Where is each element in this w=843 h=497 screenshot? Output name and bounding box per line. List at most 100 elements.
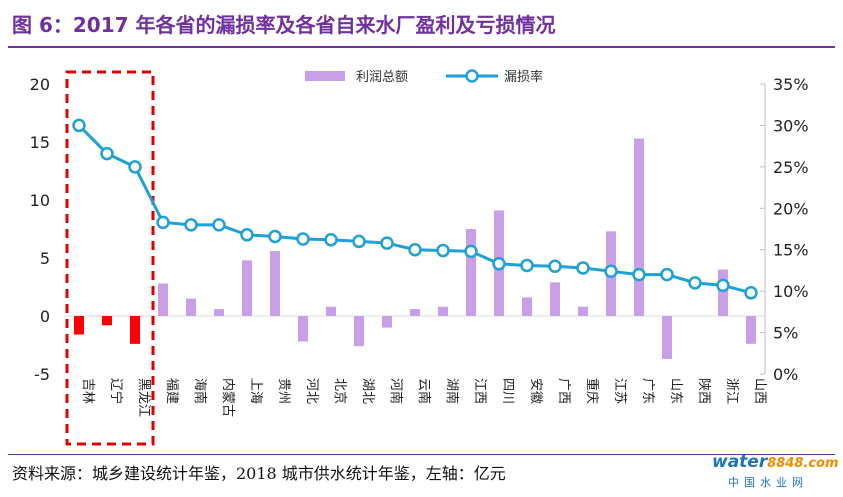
left-axis-tick-label: 20 bbox=[30, 75, 50, 94]
bar-山西 bbox=[746, 316, 756, 344]
category-label-安徽: 安徽 bbox=[528, 378, 543, 404]
chart-title: 图 6：2017 年各省的漏损率及各省自来水厂盈利及亏损情况 bbox=[12, 13, 556, 37]
bar-浙江 bbox=[718, 269, 728, 316]
source-rule bbox=[8, 454, 835, 455]
category-label-重庆: 重庆 bbox=[584, 378, 600, 404]
loss-rate-marker-黑龙江 bbox=[128, 160, 142, 174]
left-axis-tick-label: 5 bbox=[40, 249, 50, 268]
loss-rate-marker-江苏 bbox=[604, 264, 618, 279]
loss-rate-marker-江西 bbox=[464, 244, 478, 259]
bar-江西 bbox=[466, 229, 476, 316]
category-label-贵州: 贵州 bbox=[276, 378, 291, 404]
right-axis-tick-label: 15% bbox=[773, 241, 809, 260]
category-label-四川: 四川 bbox=[500, 378, 515, 404]
category-label-广东: 广东 bbox=[640, 378, 655, 404]
left-axis-tick-label: 15 bbox=[30, 133, 50, 152]
loss-rate-marker-山西 bbox=[744, 286, 758, 300]
bar-山东 bbox=[662, 316, 672, 359]
loss-rate-line bbox=[77, 124, 752, 295]
loss-rate-marker-重庆 bbox=[576, 261, 590, 275]
bar-安徽 bbox=[522, 297, 532, 316]
legend-line-marker bbox=[465, 69, 479, 83]
loss-rate-marker-湖北 bbox=[352, 234, 366, 249]
axes: -5 0 5 10 15 20 0% 5% 10% 15% 20% 25% 30% 35% bbox=[30, 70, 809, 446]
category-label-内蒙古: 内蒙古 bbox=[220, 378, 236, 417]
category-label-北京: 北京 bbox=[332, 378, 347, 404]
bar-湖北 bbox=[354, 316, 364, 347]
category-label-浙江: 浙江 bbox=[724, 378, 739, 404]
category-label-上海: 上海 bbox=[248, 378, 263, 404]
loss-rate-marker-广西 bbox=[548, 259, 562, 274]
loss-rate-marker-上海 bbox=[240, 228, 254, 242]
right-axis-tick-label: 5% bbox=[773, 324, 798, 343]
legend-line-label: 漏损率 bbox=[504, 69, 543, 85]
right-axis-tick-label: 25% bbox=[773, 158, 809, 177]
category-labels: 吉林 辽宁 黑龙江 福建 海南 内蒙古 上海 贵州 河北 北京 湖北 河南 云南 湖南 江西 四川 安徽 广西 重庆… bbox=[80, 378, 767, 417]
left-axis-tick-label: -5 bbox=[34, 365, 50, 384]
left-axis-tick-label: 0 bbox=[40, 307, 50, 326]
bar-内蒙古 bbox=[214, 309, 224, 316]
legend: 利润总额 漏损率 bbox=[305, 69, 543, 85]
bar-湖南 bbox=[438, 306, 448, 316]
legend-bar-label: 利润总额 bbox=[356, 70, 408, 85]
category-label-湖北: 湖北 bbox=[360, 378, 375, 404]
right-axis-tick-label: 10% bbox=[773, 282, 809, 301]
category-label-江西: 江西 bbox=[472, 378, 487, 404]
source-note: 资料来源：城乡建设统计年鉴，2018 城市供水统计年鉴，左轴：亿元 bbox=[12, 464, 506, 483]
loss-rate-marker-湖南 bbox=[436, 243, 450, 258]
category-label-陕西: 陕西 bbox=[696, 378, 711, 404]
water8848-logo: water8848.com 中国水业网 bbox=[712, 452, 839, 492]
loss-rate-marker-河南 bbox=[380, 236, 394, 250]
bar-海南 bbox=[186, 298, 196, 316]
bar-吉林 bbox=[74, 316, 84, 335]
category-label-福建: 福建 bbox=[164, 378, 179, 404]
loss-rate-marker-内蒙古 bbox=[212, 218, 226, 232]
loss-rate-marker-安徽 bbox=[520, 258, 534, 273]
loss-rate-marker-山东 bbox=[660, 267, 674, 282]
category-label-黑龙江: 黑龙江 bbox=[136, 378, 151, 417]
bar-广西 bbox=[550, 282, 560, 316]
legend-bar-swatch bbox=[305, 71, 345, 81]
line-series bbox=[72, 118, 758, 300]
loss-rate-marker-海南 bbox=[184, 218, 198, 232]
category-label-海南: 海南 bbox=[192, 378, 208, 404]
category-label-辽宁: 辽宁 bbox=[108, 378, 124, 404]
category-label-湖南: 湖南 bbox=[444, 378, 460, 404]
bar-贵州 bbox=[270, 251, 280, 316]
logo-cn-text: 中国水业网 bbox=[728, 476, 808, 489]
loss-rate-marker-云南 bbox=[408, 242, 422, 257]
category-label-云南: 云南 bbox=[416, 378, 432, 404]
right-axis-tick-label: 0% bbox=[773, 365, 798, 384]
bar-河北 bbox=[298, 316, 308, 342]
loss-rate-marker-北京 bbox=[324, 233, 338, 247]
loss-rate-marker-广东 bbox=[632, 267, 646, 282]
bar-福建 bbox=[158, 283, 168, 316]
right-axis-tick-label: 20% bbox=[773, 199, 809, 218]
category-label-山东: 山东 bbox=[668, 378, 683, 404]
category-label-河南: 河南 bbox=[388, 378, 404, 404]
category-label-吉林: 吉林 bbox=[80, 378, 95, 404]
logo-wordmark: water8848.com bbox=[712, 452, 839, 472]
bar-云南 bbox=[410, 309, 420, 316]
bar-广东 bbox=[634, 138, 644, 316]
category-label-河北: 河北 bbox=[304, 378, 319, 404]
bar-黑龙江 bbox=[130, 316, 140, 344]
bar-河南 bbox=[382, 316, 392, 328]
chart-area: -5 0 5 10 15 20 0% 5% 10% 15% 20% 25% 30% 35% 吉林 辽宁 黑龙江… bbox=[30, 69, 809, 446]
loss-rate-marker-福建 bbox=[156, 215, 170, 230]
left-axis-tick-label: 10 bbox=[30, 191, 50, 210]
right-axis-tick-label: 35% bbox=[773, 75, 809, 94]
loss-rate-marker-辽宁 bbox=[100, 146, 114, 161]
category-label-山西: 山西 bbox=[752, 378, 767, 404]
loss-rate-marker-四川 bbox=[492, 257, 506, 271]
loss-rate-marker-贵州 bbox=[268, 229, 282, 244]
bar-北京 bbox=[326, 306, 336, 316]
bar-辽宁 bbox=[102, 316, 112, 326]
bar-重庆 bbox=[578, 306, 588, 316]
title-rule bbox=[8, 46, 835, 48]
loss-rate-marker-河北 bbox=[296, 232, 310, 246]
loss-rate-marker-浙江 bbox=[716, 278, 730, 293]
loss-rate-marker-陕西 bbox=[688, 276, 702, 290]
highlight-box bbox=[65, 70, 155, 446]
bar-上海 bbox=[242, 260, 252, 316]
